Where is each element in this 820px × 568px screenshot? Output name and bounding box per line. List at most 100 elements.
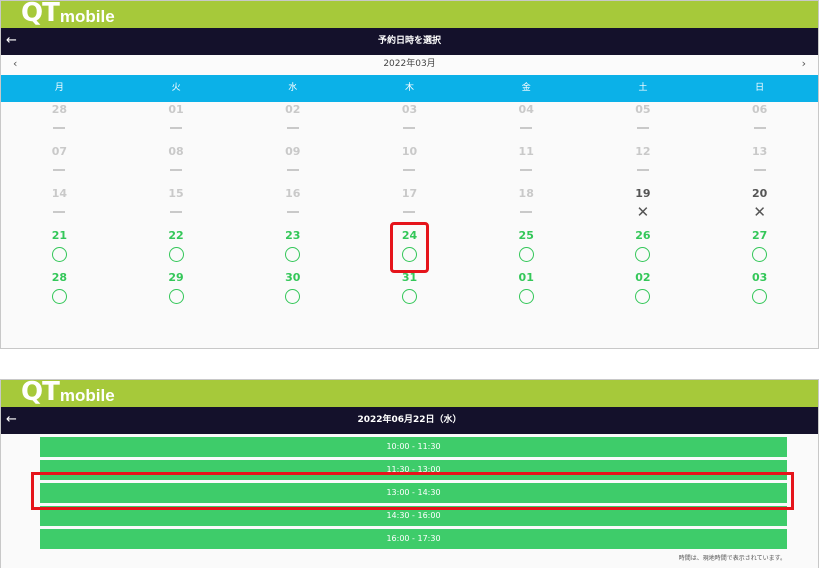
day-number: 10 <box>401 145 418 158</box>
available-circle-icon <box>752 285 768 307</box>
day-number: 25 <box>518 229 534 242</box>
next-month-chevron-icon[interactable]: › <box>801 57 806 70</box>
available-circle-icon <box>752 243 768 265</box>
prev-month-chevron-icon[interactable]: ‹ <box>13 57 18 70</box>
day-number: 22 <box>168 229 184 242</box>
qt-mobile-logo[interactable]: Q T mobile <box>21 0 115 28</box>
calendar-day-past: 02 <box>234 103 351 145</box>
day-number: 08 <box>168 145 184 158</box>
calendar-day-past: 13 <box>701 145 818 187</box>
back-arrow-icon[interactable]: ← <box>6 412 17 427</box>
day-number: 01 <box>518 271 534 284</box>
month-label: 2022年03月 <box>383 59 436 69</box>
available-circle-icon <box>518 285 534 307</box>
logo-q: Q <box>21 379 43 407</box>
unavailable-dash-icon <box>520 201 533 223</box>
title-bar: ← 2022年06月22日（水） <box>1 407 818 434</box>
calendar-day-open[interactable]: 22 <box>118 229 235 271</box>
month-navigation: ‹ 2022年03月 › <box>1 55 818 75</box>
available-circle-icon <box>51 285 67 307</box>
unavailable-dash-icon <box>170 159 183 181</box>
day-number: 05 <box>635 103 651 116</box>
day-number: 14 <box>51 187 67 200</box>
day-number: 13 <box>751 145 768 158</box>
day-number: 03 <box>751 271 768 284</box>
day-number: 16 <box>285 187 301 200</box>
unavailable-dash-icon <box>636 117 649 139</box>
calendar-day-open[interactable]: 28 <box>1 271 118 313</box>
day-number: 04 <box>518 103 534 116</box>
calendar-day-past: 12 <box>585 145 702 187</box>
unavailable-dash-icon <box>170 201 183 223</box>
calendar-day-open[interactable]: 03 <box>701 271 818 313</box>
unavailable-dash-icon <box>286 159 299 181</box>
day-number: 31 <box>401 271 418 284</box>
timeslot-button[interactable]: 16:00 - 17:30 <box>40 529 787 549</box>
day-number: 20 <box>751 187 768 200</box>
title-bar: ← 予約日時を選択 <box>1 28 818 55</box>
timeslot-button[interactable]: 13:00 - 14:30 <box>40 483 787 503</box>
calendar-day-past: 06 <box>701 103 818 145</box>
weekday-label: 月 <box>54 83 64 93</box>
calendar-day-open[interactable]: 23 <box>234 229 351 271</box>
day-number: 19 <box>635 187 651 200</box>
weekday-label: 水 <box>288 83 298 93</box>
timeslot-button[interactable]: 10:00 - 11:30 <box>40 437 787 457</box>
unavailable-dash-icon <box>403 117 416 139</box>
weekday-header: 月火水木金土日 <box>1 75 818 102</box>
calendar-day-open[interactable]: 26 <box>585 229 702 271</box>
weekday-label: 火 <box>171 83 181 93</box>
timeslot-list: 10:00 - 11:30 11:30 - 13:00 13:00 - 14:30 1… <box>40 437 787 552</box>
selected-slot-highlight <box>31 472 794 510</box>
calendar-day-open[interactable]: 29 <box>118 271 235 313</box>
calendar-day-open[interactable]: 21 <box>1 229 118 271</box>
logo-t: T <box>42 379 60 407</box>
available-circle-icon <box>51 243 67 265</box>
calendar-day-past: 04 <box>468 103 585 145</box>
selected-day-highlight <box>390 222 429 273</box>
available-circle-icon <box>285 285 301 307</box>
calendar-day-open[interactable]: 01 <box>468 271 585 313</box>
unavailable-dash-icon <box>53 201 66 223</box>
logo-q: Q <box>21 0 43 28</box>
day-number: 21 <box>51 229 67 242</box>
back-arrow-icon[interactable]: ← <box>6 33 17 48</box>
calendar-day-past: 15 <box>118 187 235 229</box>
qt-mobile-logo[interactable]: Q T mobile <box>21 379 115 407</box>
unavailable-dash-icon <box>403 159 416 181</box>
day-number: 26 <box>635 229 651 242</box>
weekday-label: 日 <box>755 83 765 93</box>
timezone-note: 時間は、現地時間で表示されています。 <box>678 555 786 562</box>
timeslot-panel: Q T mobile ← 2022年06月22日（水） 10:00 - 11:3… <box>0 379 819 568</box>
logo-t: T <box>42 0 60 28</box>
calendar-day-open[interactable]: 27 <box>701 229 818 271</box>
selected-date-title: 2022年06月22日（水） <box>357 415 462 425</box>
unavailable-dash-icon <box>53 159 66 181</box>
day-number: 15 <box>168 187 184 200</box>
available-circle-icon <box>401 285 417 307</box>
calendar-day-past: 05 <box>585 103 702 145</box>
brand-header: Q T mobile <box>1 380 818 407</box>
timeslot-button[interactable]: 14:30 - 16:00 <box>40 506 787 526</box>
day-number: 02 <box>285 103 301 116</box>
available-circle-icon <box>635 243 651 265</box>
calendar-day-full: 19 ✕ <box>585 187 702 229</box>
calendar-day-open[interactable]: 02 <box>585 271 702 313</box>
day-number: 01 <box>168 103 184 116</box>
fully-booked-x-icon: ✕ <box>636 203 650 221</box>
available-circle-icon <box>401 243 417 265</box>
calendar-day-open[interactable]: 24 <box>351 229 468 271</box>
day-number: 29 <box>168 271 184 284</box>
timeslot-button[interactable]: 11:30 - 13:00 <box>40 460 787 480</box>
available-circle-icon <box>168 285 184 307</box>
calendar-day-full: 20 ✕ <box>701 187 818 229</box>
calendar-day-open[interactable]: 25 <box>468 229 585 271</box>
day-number: 30 <box>285 271 301 284</box>
calendar-day-open[interactable]: 31 <box>351 271 468 313</box>
weekday-label: 金 <box>521 83 531 93</box>
calendar-day-past: 07 <box>1 145 118 187</box>
day-number: 27 <box>751 229 768 242</box>
calendar-day-open[interactable]: 30 <box>234 271 351 313</box>
day-number: 23 <box>285 229 301 242</box>
logo-mobile: mobile <box>59 386 115 405</box>
